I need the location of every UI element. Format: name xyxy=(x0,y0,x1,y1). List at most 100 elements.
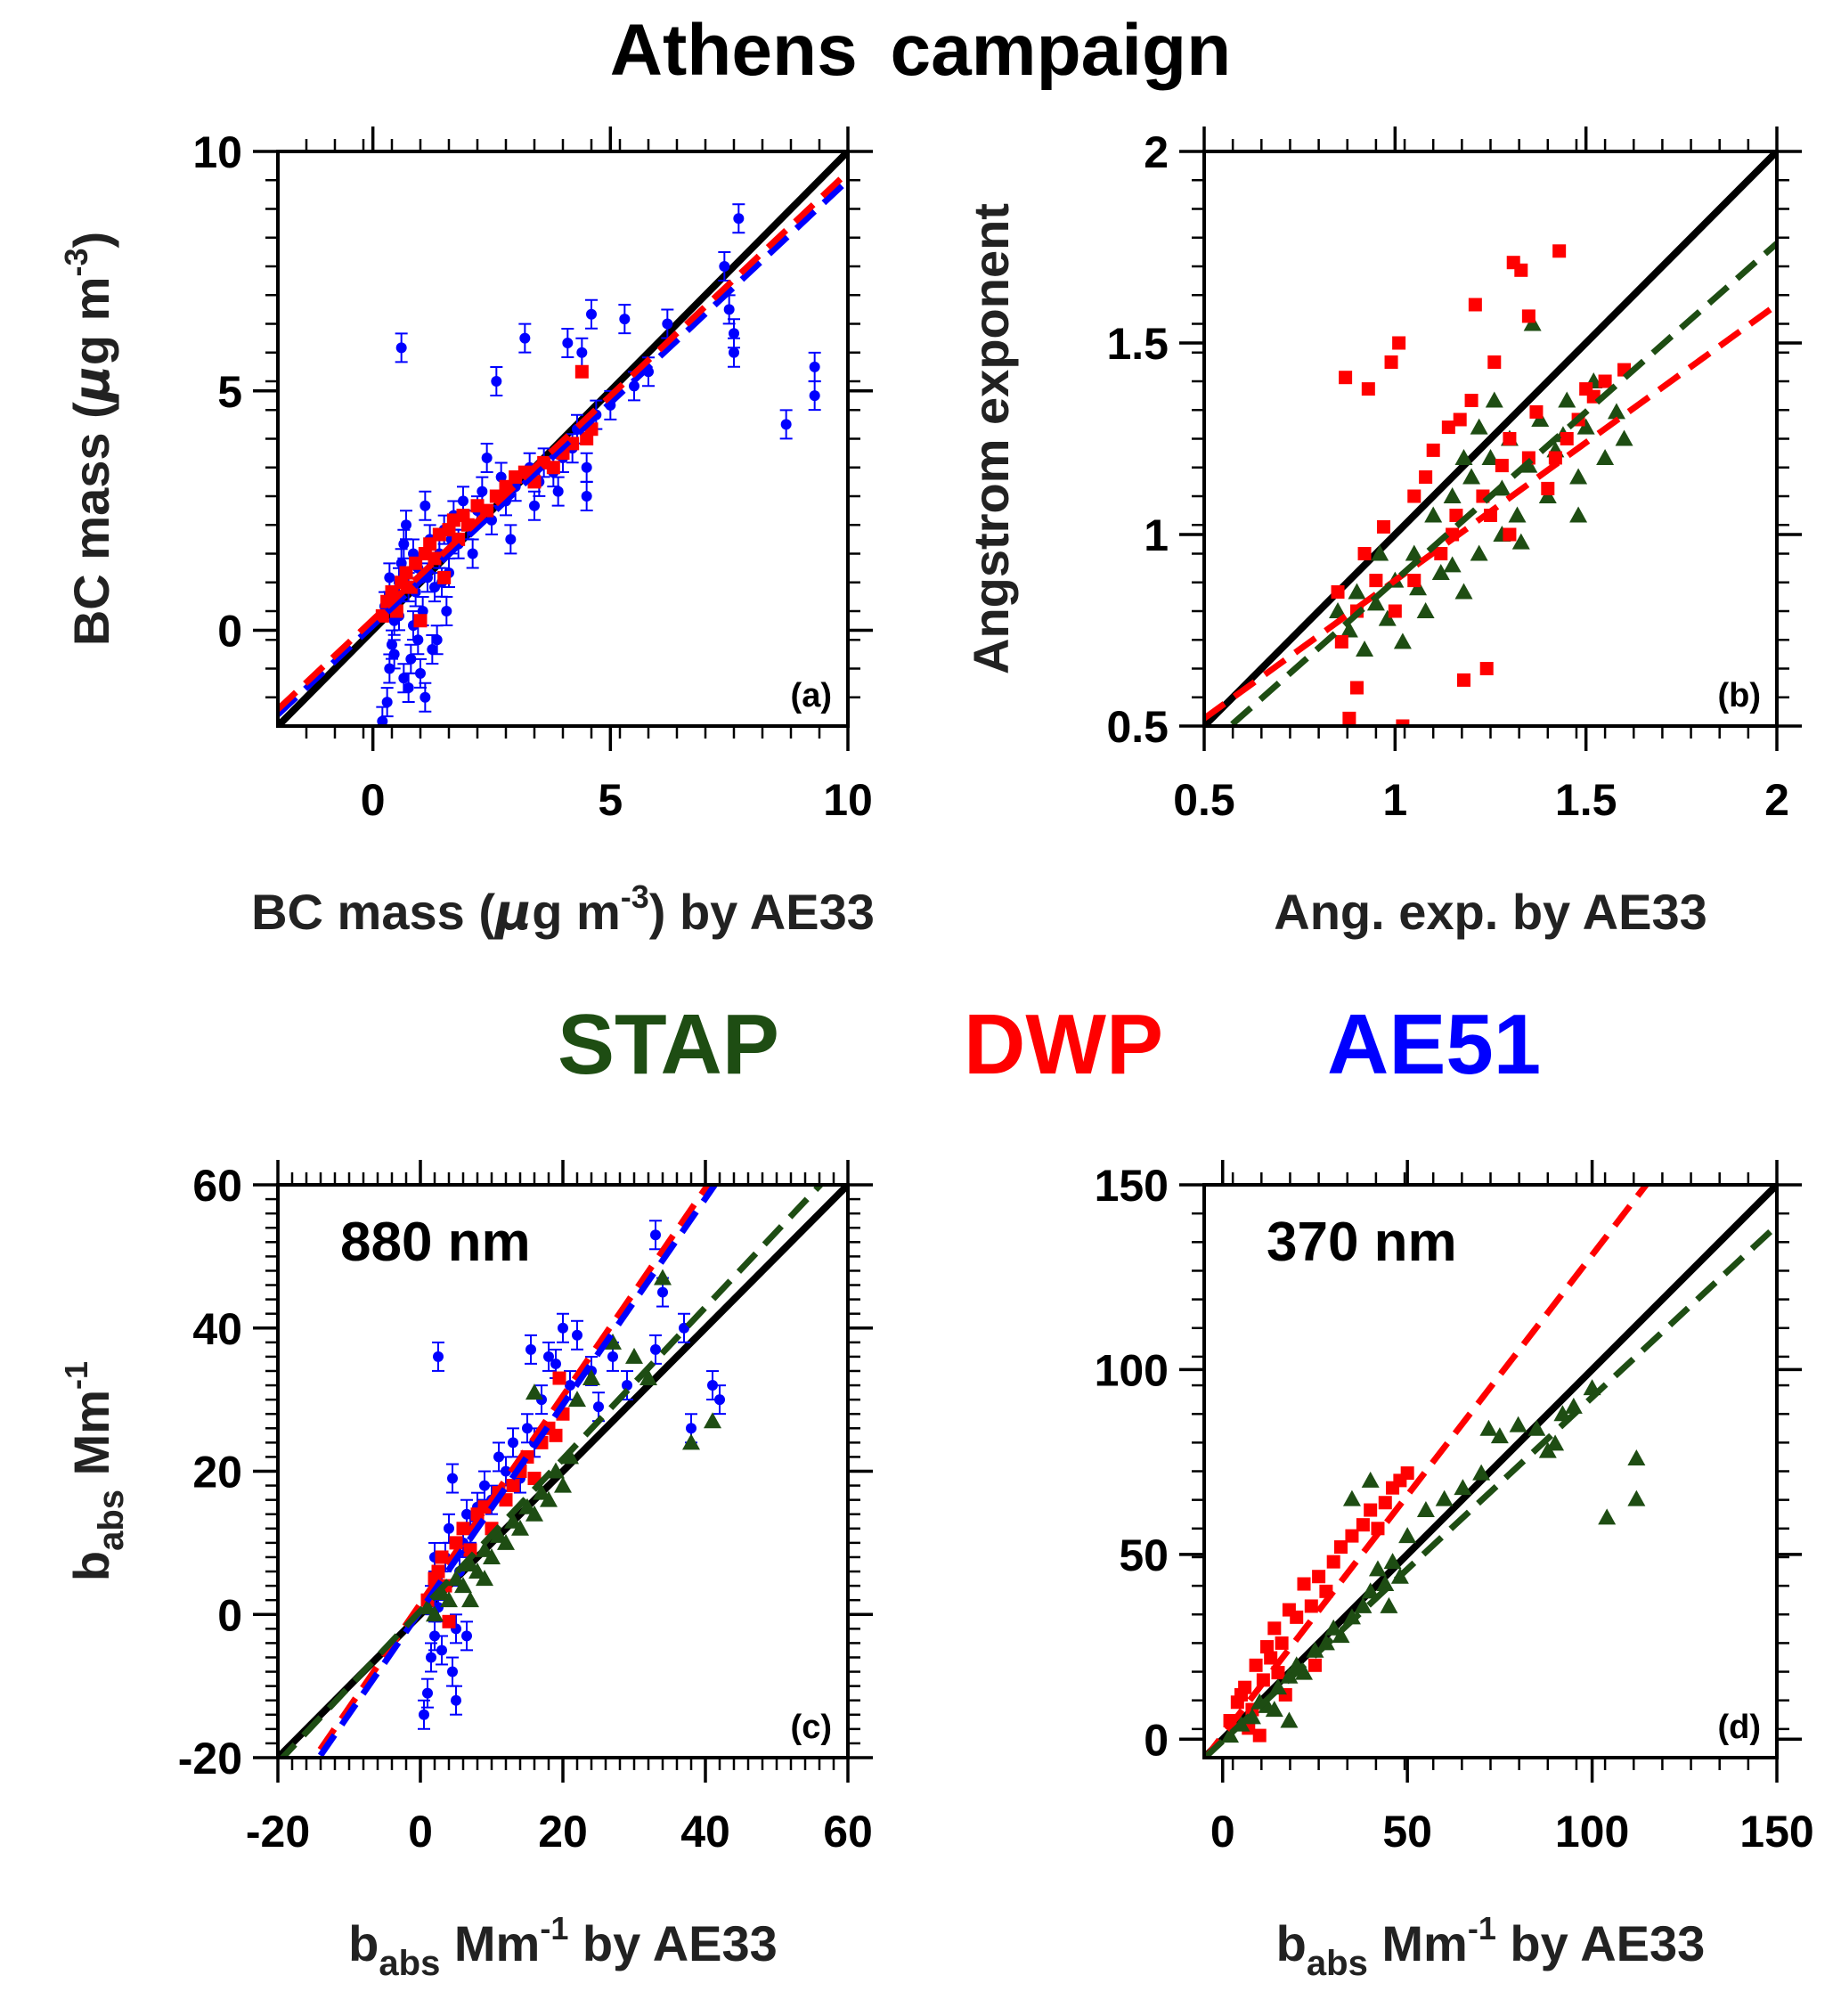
ae51-point xyxy=(447,1666,458,1677)
dwp-point xyxy=(1361,382,1375,396)
stap-point xyxy=(1393,633,1412,649)
ae51-point xyxy=(622,1380,632,1392)
ae51-point xyxy=(607,1351,618,1362)
stap-point xyxy=(1431,564,1450,580)
plot-frame xyxy=(276,150,850,728)
stap-point xyxy=(1531,411,1550,427)
dwp-point xyxy=(1456,673,1470,687)
fit-line-dwp xyxy=(311,1185,713,1758)
dwp-point xyxy=(1388,604,1402,618)
y-tick-label: 50 xyxy=(1119,1530,1169,1580)
ae51-point xyxy=(562,338,574,348)
panel-c: -20 0 20 40 60 -20 0 20 40 60 (c) 880 nm babs Mm-1 b… xyxy=(58,1160,873,1983)
dwp-point xyxy=(1364,1503,1378,1517)
y-axis-title: BC mass (μg m-3) xyxy=(58,232,121,646)
x-tick-label: 0.5 xyxy=(1173,775,1235,825)
ae51-point xyxy=(714,1394,725,1406)
ae51-point xyxy=(493,1451,504,1463)
ae51-point xyxy=(519,332,531,344)
dwp-point xyxy=(1453,412,1467,427)
x-tick-label: -20 xyxy=(246,1807,310,1857)
dwp-point xyxy=(1464,394,1479,407)
ae51-point xyxy=(436,1645,447,1656)
stap-point xyxy=(1221,1726,1240,1743)
ae51-point xyxy=(426,1652,436,1663)
stap-point xyxy=(1376,1575,1395,1592)
ae51-point xyxy=(419,1709,429,1720)
ae51-point xyxy=(565,1380,575,1392)
stap-point xyxy=(1332,1627,1350,1644)
x-axis-title: babs Mm-1 by AE33 xyxy=(1276,1910,1706,1983)
dwp-point xyxy=(1441,420,1455,435)
dwp-point xyxy=(1503,432,1517,445)
stap-point xyxy=(1558,391,1576,408)
minor-ticks xyxy=(1192,139,1789,739)
dwp-point xyxy=(1529,404,1544,419)
legend: STAP DWP AE51 xyxy=(0,996,1841,1094)
ae51-point xyxy=(550,1358,561,1369)
stap-point xyxy=(1490,1427,1509,1444)
ae51-point xyxy=(441,606,452,616)
dwp-point xyxy=(1548,451,1562,465)
stap-point xyxy=(1485,391,1503,408)
stap-point xyxy=(1472,1464,1491,1481)
dwp-point xyxy=(1479,662,1494,675)
dwp-point xyxy=(1297,1577,1311,1591)
ae51-point xyxy=(593,1401,604,1413)
stap-point xyxy=(604,1333,622,1350)
stap-point xyxy=(1354,1596,1373,1613)
stap-point xyxy=(1443,556,1462,573)
dwp-point xyxy=(1434,547,1448,560)
stap-point xyxy=(1361,1471,1380,1488)
dwp-point xyxy=(1487,355,1502,369)
y-tick-label: 1 xyxy=(1144,510,1169,560)
dwp-point xyxy=(574,364,589,379)
dwp-point xyxy=(1307,1658,1322,1672)
x-tick-label: 20 xyxy=(538,1807,588,1857)
dwp-point xyxy=(1234,1687,1248,1702)
stap-point xyxy=(440,1591,458,1608)
stap-point xyxy=(1380,1596,1398,1613)
ae51-point xyxy=(408,548,419,559)
ae51-point xyxy=(733,213,745,224)
stap-point xyxy=(1462,468,1481,485)
stap-point xyxy=(1378,609,1397,626)
dwp-point xyxy=(1249,1658,1263,1672)
x-tick-label: 40 xyxy=(680,1807,730,1857)
ae51-point xyxy=(525,1343,536,1355)
dwp-point xyxy=(413,614,428,628)
ae51-point xyxy=(522,1423,533,1434)
stap-point xyxy=(1538,487,1557,503)
dwp-point xyxy=(1357,547,1372,560)
ae51-point xyxy=(723,304,735,315)
stap-point xyxy=(682,1433,700,1450)
dwp-point xyxy=(1349,681,1364,695)
ae51-point xyxy=(543,1351,554,1362)
dwp-point xyxy=(431,1564,445,1579)
ae51-point xyxy=(427,644,438,655)
dwp-point xyxy=(1304,1599,1318,1613)
panel-label: (a) xyxy=(791,677,832,714)
stap-point xyxy=(639,1369,657,1386)
minor-ticks xyxy=(265,139,860,739)
dwp-point xyxy=(1552,244,1567,258)
ae51-point xyxy=(686,1423,696,1434)
stap-point xyxy=(554,1476,572,1493)
ae51-point xyxy=(447,1473,458,1484)
dwp-point xyxy=(1342,711,1356,725)
ae51-point xyxy=(729,347,739,358)
ae51-point xyxy=(477,486,488,497)
x-axis-title: Ang. exp. by AE33 xyxy=(1274,884,1707,940)
dwp-point xyxy=(1326,1555,1340,1569)
legend-item-dwp: DWP xyxy=(964,997,1163,1092)
ae51-point xyxy=(508,1437,518,1449)
stap-point xyxy=(1329,602,1348,618)
ae51-point xyxy=(433,1351,444,1362)
dwp-point xyxy=(1541,481,1555,495)
ae51-point xyxy=(395,558,407,569)
ae51-point xyxy=(377,715,388,726)
stap-point xyxy=(1416,602,1435,618)
stap-point xyxy=(1366,594,1385,611)
y-tick-label: 1.5 xyxy=(1106,319,1169,369)
